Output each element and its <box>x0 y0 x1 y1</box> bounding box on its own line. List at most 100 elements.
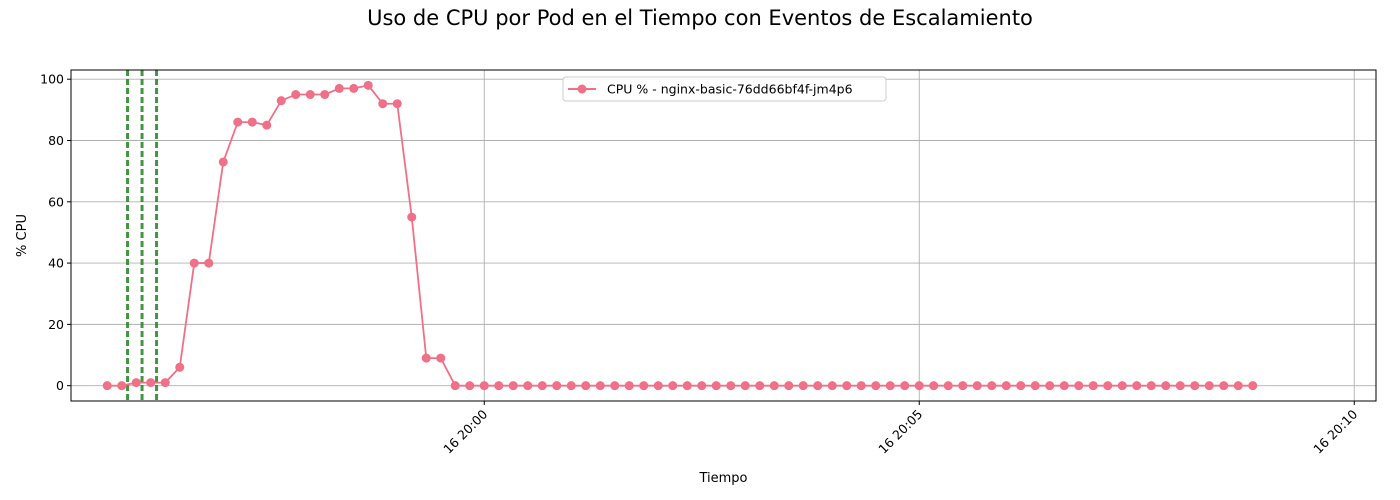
data-point <box>871 381 881 391</box>
chart-title: Uso de CPU por Pod en el Tiempo con Even… <box>367 6 1033 30</box>
data-point <box>378 99 388 109</box>
y-tick-label: 20 <box>48 317 64 332</box>
data-point <box>1016 381 1026 391</box>
data-point <box>697 381 707 391</box>
data-point <box>523 381 533 391</box>
data-point <box>784 381 794 391</box>
data-point <box>247 117 257 127</box>
data-point <box>1074 381 1084 391</box>
data-point <box>1175 381 1185 391</box>
x-tick-label: 16 20:05 <box>875 407 925 457</box>
data-point <box>813 381 823 391</box>
data-point <box>929 381 939 391</box>
data-point <box>1117 381 1127 391</box>
data-point <box>566 381 576 391</box>
data-point <box>291 90 301 100</box>
data-point <box>639 381 649 391</box>
data-point <box>914 381 924 391</box>
data-point <box>465 381 475 391</box>
data-point <box>1233 381 1243 391</box>
data-point <box>682 381 692 391</box>
data-point <box>117 381 127 391</box>
plot-frame <box>70 69 1377 402</box>
y-tick-label: 40 <box>48 256 64 271</box>
data-point <box>407 212 417 222</box>
data-point <box>740 381 750 391</box>
data-point <box>320 90 330 100</box>
data-point <box>581 381 591 391</box>
legend-label: CPU % - nginx-basic-76dd66bf4f-jm4p6 <box>607 82 853 97</box>
x-axis-label: Tiempo <box>698 471 747 486</box>
data-point <box>943 381 953 391</box>
data-point <box>755 381 765 391</box>
data-point <box>972 381 982 391</box>
data-point <box>856 381 866 391</box>
data-point <box>885 381 895 391</box>
legend-box <box>562 76 887 102</box>
legend: CPU % - nginx-basic-76dd66bf4f-jm4p6 <box>562 76 887 102</box>
data-point <box>1219 381 1229 391</box>
y-tick-label: 0 <box>56 378 64 393</box>
data-point <box>1248 381 1258 391</box>
data-point <box>726 381 736 391</box>
data-point <box>218 157 228 167</box>
data-point <box>1030 381 1040 391</box>
data-point <box>421 353 431 363</box>
data-point <box>1088 381 1098 391</box>
data-point <box>392 99 402 109</box>
data-point <box>711 381 721 391</box>
x-tick-label: 16 20:00 <box>440 406 490 456</box>
legend-marker <box>577 84 587 94</box>
data-point <box>131 378 141 388</box>
data-point <box>958 381 968 391</box>
data-point <box>479 381 489 391</box>
data-point <box>508 381 518 391</box>
data-point <box>595 381 605 391</box>
data-point <box>769 381 779 391</box>
data-point <box>1161 381 1171 391</box>
data-point <box>1146 381 1156 391</box>
data-point <box>610 381 620 391</box>
data-point <box>450 381 460 391</box>
data-point <box>653 381 663 391</box>
y-axis-label: % CPU <box>15 214 30 257</box>
y-tick-label: 80 <box>48 133 64 148</box>
series-line <box>107 84 1253 387</box>
data-point <box>900 381 910 391</box>
data-point <box>1190 381 1200 391</box>
data-point <box>1204 381 1214 391</box>
grid-lines <box>71 70 1376 401</box>
data-point <box>798 381 808 391</box>
data-point <box>276 96 286 106</box>
series-layer <box>102 80 1258 391</box>
data-point <box>334 83 344 93</box>
data-point <box>189 258 199 268</box>
data-point <box>1059 381 1069 391</box>
data-point <box>349 83 359 93</box>
data-point <box>1132 381 1142 391</box>
y-tick-label: 60 <box>48 194 64 209</box>
data-point <box>1001 381 1011 391</box>
data-point <box>987 381 997 391</box>
data-point <box>102 381 112 391</box>
data-point <box>436 353 446 363</box>
data-point <box>262 120 272 130</box>
data-point <box>842 381 852 391</box>
data-point <box>160 378 170 388</box>
x-tick-label: 16 20:10 <box>1310 406 1360 456</box>
data-point <box>1103 381 1113 391</box>
data-point <box>668 381 678 391</box>
data-point <box>204 258 214 268</box>
data-point <box>827 381 837 391</box>
scaling-event-lines <box>126 70 159 401</box>
data-point <box>175 362 185 372</box>
data-point <box>1045 381 1055 391</box>
data-point <box>233 117 243 127</box>
data-point <box>146 378 156 388</box>
data-point <box>624 381 634 391</box>
axes: 0 20 40 60 80 100 16 20:00 16 20:05 16 20:10 <box>40 72 1360 457</box>
data-point <box>305 90 315 100</box>
data-point <box>552 381 562 391</box>
y-tick-label: 100 <box>40 72 64 87</box>
